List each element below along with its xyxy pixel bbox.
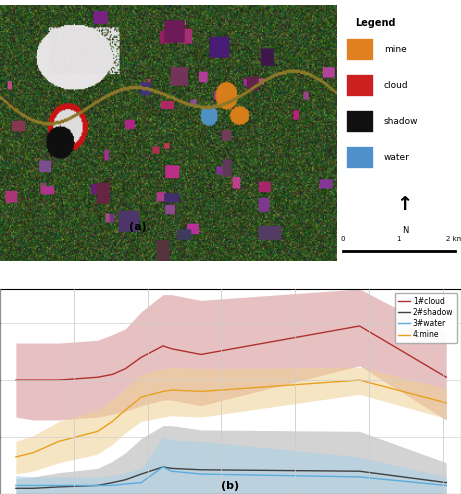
Text: ↑: ↑ [397,195,413,214]
Text: 1: 1 [396,236,401,242]
Text: shadow: shadow [384,117,418,126]
FancyBboxPatch shape [346,146,374,169]
Text: cloud: cloud [384,81,408,90]
Text: 0: 0 [340,236,345,242]
Legend: 1#cloud, 2#shadow, 3#water, 4:mine: 1#cloud, 2#shadow, 3#water, 4:mine [395,293,457,343]
Text: Legend: Legend [355,18,396,28]
Text: water: water [384,153,410,162]
FancyBboxPatch shape [346,110,374,133]
Text: (a): (a) [130,222,147,232]
Text: N: N [402,226,408,235]
Text: (b): (b) [221,481,240,491]
FancyBboxPatch shape [346,38,374,61]
Text: mine: mine [384,45,407,54]
FancyBboxPatch shape [346,74,374,97]
Text: 2 km: 2 km [446,236,461,242]
